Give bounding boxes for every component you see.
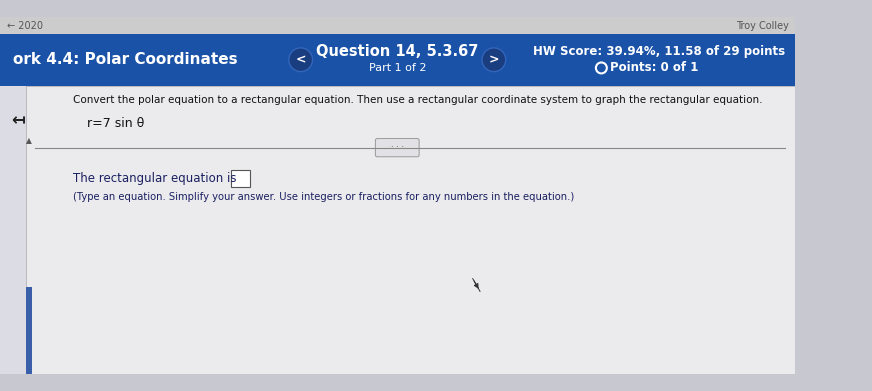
- Text: >: >: [488, 53, 499, 66]
- Text: Convert the polar equation to a rectangular equation. Then use a rectangular coo: Convert the polar equation to a rectangu…: [73, 95, 762, 105]
- Text: <: <: [296, 53, 306, 66]
- Text: The rectangular equation is: The rectangular equation is: [73, 172, 236, 185]
- Text: r=7 sin θ: r=7 sin θ: [87, 117, 145, 131]
- Circle shape: [482, 48, 506, 72]
- FancyBboxPatch shape: [375, 138, 419, 157]
- FancyBboxPatch shape: [231, 170, 249, 187]
- FancyBboxPatch shape: [25, 86, 794, 374]
- Text: Question 14, 5.3.67: Question 14, 5.3.67: [316, 44, 479, 59]
- Text: (Type an equation. Simplify your answer. Use integers or fractions for any numbe: (Type an equation. Simplify your answer.…: [73, 192, 574, 202]
- Text: ← 2020: ← 2020: [7, 21, 44, 30]
- Text: HW Score: 39.94%, 11.58 of 29 points: HW Score: 39.94%, 11.58 of 29 points: [534, 45, 786, 58]
- Text: Points: 0 of 1: Points: 0 of 1: [610, 61, 698, 74]
- FancyBboxPatch shape: [0, 86, 794, 374]
- Text: Troy Colley: Troy Colley: [736, 21, 789, 30]
- Text: Part 1 of 2: Part 1 of 2: [369, 63, 426, 73]
- Circle shape: [289, 48, 312, 72]
- Text: ↤: ↤: [11, 111, 25, 129]
- FancyBboxPatch shape: [0, 17, 794, 34]
- Text: · · ·: · · ·: [391, 143, 404, 152]
- FancyBboxPatch shape: [25, 287, 32, 374]
- Text: ork 4.4: Polar Coordinates: ork 4.4: Polar Coordinates: [13, 52, 237, 67]
- FancyBboxPatch shape: [0, 34, 794, 86]
- Text: ▲: ▲: [26, 136, 32, 145]
